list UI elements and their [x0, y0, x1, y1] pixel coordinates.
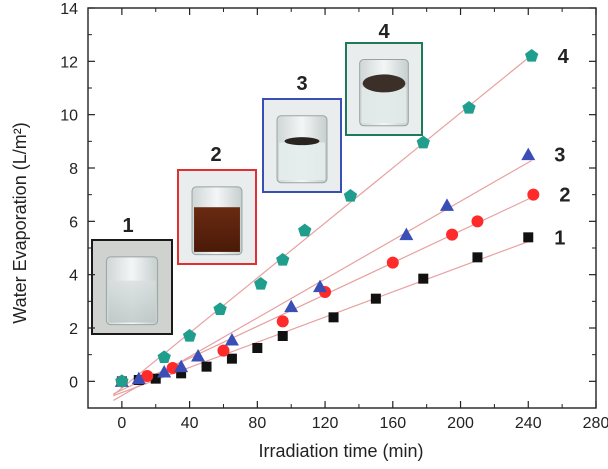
photo-insets: 1 2 3 4 [91, 21, 423, 335]
x-tick-label: 120 [312, 415, 339, 432]
floating-layer [362, 74, 406, 93]
y-tick-label: 14 [60, 1, 78, 18]
water-fill [108, 280, 156, 323]
y-tick-label: 0 [69, 374, 78, 391]
y-tick-label: 10 [60, 108, 78, 125]
brown-suspension [194, 207, 240, 252]
point-series-2 [276, 315, 289, 328]
point-series-1 [201, 361, 212, 372]
point-series-4 [343, 189, 358, 202]
y-tick-label: 6 [69, 214, 78, 231]
y-tick-label: 2 [69, 321, 78, 338]
water-fill [361, 87, 407, 124]
x-tick-label: 200 [447, 415, 474, 432]
y-axis-title: Water Evaporation (L/m²) [10, 122, 30, 323]
point-series-1 [370, 293, 381, 304]
point-series-2 [141, 370, 154, 382]
point-series-3 [224, 333, 239, 346]
x-tick-label: 80 [248, 415, 266, 432]
x-tick-label: 0 [117, 415, 126, 432]
series-2 [115, 188, 540, 388]
point-series-4 [298, 223, 312, 237]
point-series-4 [276, 253, 290, 266]
point-series-3 [284, 299, 299, 313]
point-series-3 [131, 371, 146, 385]
x-axis-title: Irradiation time (min) [258, 441, 423, 461]
point-series-1 [523, 232, 534, 243]
plot-frame [87, 7, 597, 409]
point-series-1 [150, 373, 161, 384]
floating-film [284, 137, 320, 146]
point-series-3 [399, 227, 414, 241]
point-series-2 [527, 188, 540, 201]
series-label-3: 3 [554, 145, 565, 167]
x-tick-label: 40 [181, 415, 199, 432]
y-tick-label: 8 [69, 161, 78, 178]
x-tick-label: 160 [379, 415, 406, 432]
fit-lines [113, 54, 533, 401]
point-series-4 [524, 49, 539, 62]
point-series-4 [462, 101, 476, 114]
data-points: 1 2 3 4 [114, 46, 570, 388]
point-series-4 [254, 277, 268, 290]
point-series-3 [312, 279, 327, 293]
point-series-1 [328, 312, 339, 323]
point-series-4 [157, 350, 171, 363]
point-series-2 [386, 256, 399, 269]
series-label-4: 4 [558, 46, 570, 68]
photo-inset-3: 3 [262, 73, 342, 193]
point-series-3 [174, 359, 189, 373]
y-tick-label: 12 [60, 54, 78, 71]
photo-inset-2: 2 [177, 144, 257, 265]
point-series-2 [217, 344, 230, 357]
point-series-3 [439, 198, 454, 211]
x-tick-label: 240 [515, 415, 542, 432]
point-series-1 [418, 273, 429, 284]
point-series-3 [521, 147, 536, 161]
point-series-4 [182, 329, 197, 342]
point-series-4 [115, 374, 129, 387]
series-4 [115, 49, 539, 387]
series-label-2: 2 [559, 185, 570, 207]
water-fill [279, 142, 325, 181]
photo-inset-4: 4 [345, 21, 423, 136]
point-series-3 [157, 365, 172, 378]
series-label-1: 1 [554, 227, 565, 249]
point-series-1 [252, 343, 263, 353]
point-series-1 [472, 252, 483, 263]
fit-line-4 [113, 54, 533, 396]
inset-label: 2 [210, 144, 221, 166]
point-series-4 [416, 135, 430, 149]
fit-line-3 [113, 159, 532, 401]
point-series-4 [213, 302, 227, 315]
point-series-3 [191, 349, 206, 362]
point-series-1 [176, 368, 187, 379]
point-series-1 [277, 331, 288, 341]
inset-label: 3 [296, 73, 307, 95]
photo-inset-1: 1 [91, 215, 173, 335]
point-series-2 [471, 215, 484, 228]
inset-label: 4 [378, 21, 390, 43]
inset-label: 1 [122, 215, 133, 237]
point-series-2 [446, 228, 459, 241]
x-tick-label: 280 [583, 415, 608, 432]
y-tick-label: 4 [69, 268, 78, 285]
point-series-1 [226, 353, 237, 364]
